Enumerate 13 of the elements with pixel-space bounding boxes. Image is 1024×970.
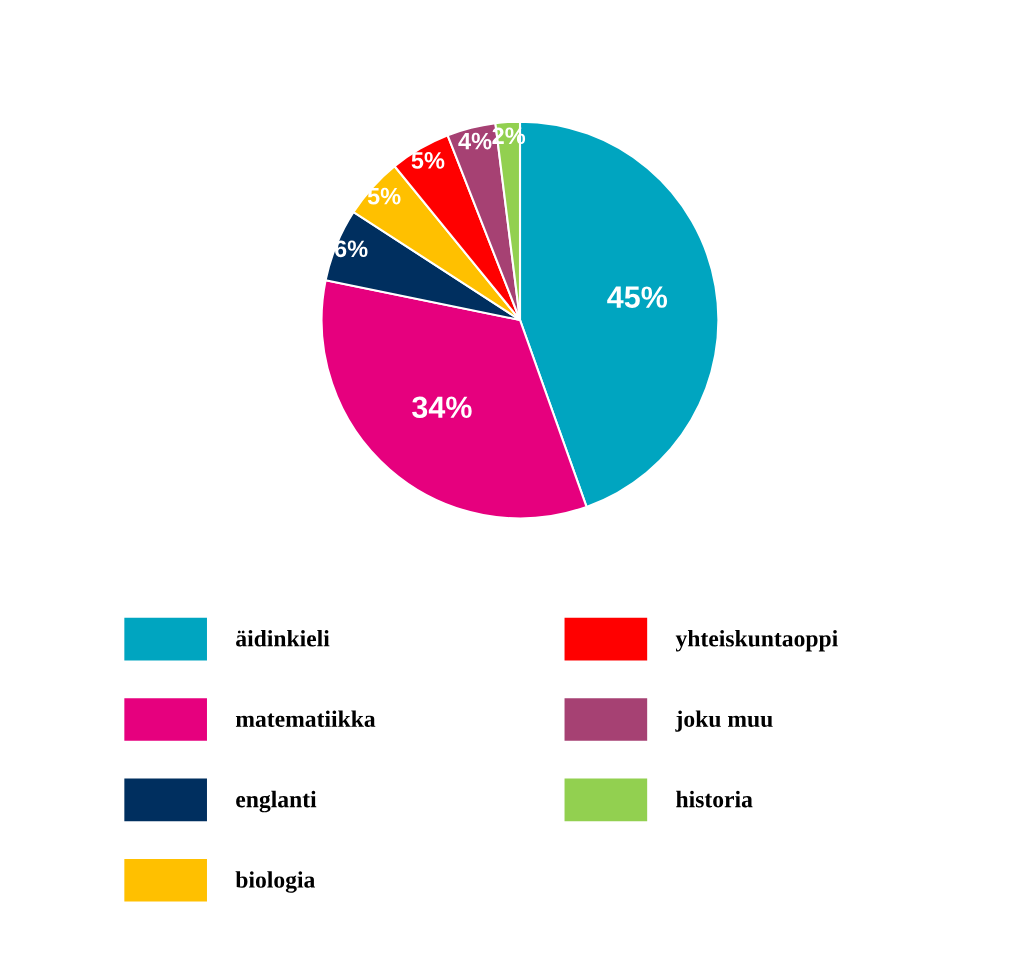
legend-label: yhteiskuntaoppi — [675, 629, 838, 652]
legend-label: englanti — [236, 790, 317, 813]
data-label: 5% — [367, 187, 401, 205]
legend-label: biologia — [235, 871, 315, 893]
data-label: 34% — [412, 396, 472, 419]
legend-label: äidinkieli — [236, 629, 330, 647]
legend-label: joku muu — [675, 710, 773, 732]
data-label: 6% — [334, 240, 368, 258]
data-label: 45% — [607, 286, 668, 308]
legend-label: matematiikka — [235, 710, 376, 727]
data-label: 5% — [411, 152, 445, 169]
data-label: 4% — [458, 132, 492, 150]
legend-label: historia — [676, 790, 753, 808]
